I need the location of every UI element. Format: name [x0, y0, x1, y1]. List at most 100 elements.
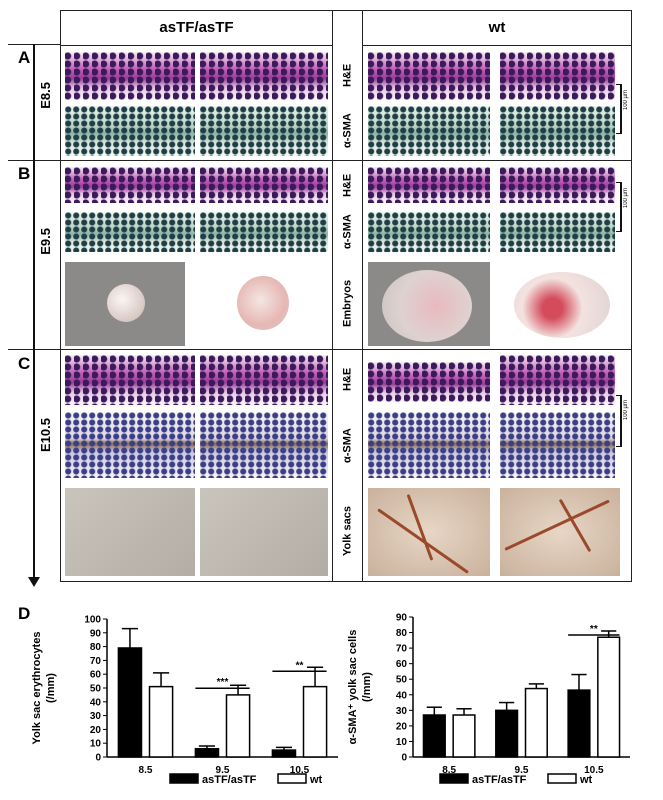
micrograph-sma-wt-e85-1	[368, 106, 490, 156]
micrograph-sma-wt-e85-2	[500, 106, 615, 156]
y-tick-label: 80	[396, 628, 408, 639]
y-tick-label: 0	[95, 753, 101, 764]
embryo-photo-astf-2	[205, 262, 320, 346]
row-label-yolk-sacs: Yolk sacs	[341, 506, 354, 557]
significance-label: **	[590, 624, 598, 635]
micrograph-he-wt-e105-2	[500, 355, 615, 405]
y-tick-label: 20	[90, 725, 102, 736]
row-label-he-a: H&E	[341, 63, 354, 88]
row-label-he-b: H&E	[341, 173, 354, 197]
micrograph-he-wt-e105-1	[368, 362, 490, 402]
micrograph-sma-astf-e105-1	[65, 412, 195, 478]
chart-erythrocytes: 0 10 20 30 40 50 60 70 80 90 100 8.5 9.5 *** 10.5 ** Yol…	[31, 615, 338, 786]
y-tick-label: 50	[90, 684, 102, 695]
bar-asTF-asTF-8.5	[422, 714, 446, 758]
micrograph-sma-astf-e95-1	[65, 212, 195, 252]
x-tick-label: 10.5	[290, 765, 310, 776]
x-tick-label: 9.5	[515, 765, 529, 776]
header-wt: wt	[488, 19, 506, 36]
micrograph-he-wt-e85-2	[500, 52, 615, 100]
stage-e85: E8.5	[38, 82, 53, 109]
bar-asTF-asTF-9.5	[495, 709, 519, 758]
y-tick-label: 70	[396, 644, 408, 655]
micrograph-he-astf-e85-2	[200, 52, 328, 100]
row-label-sma-c: α-SMA	[341, 428, 354, 463]
x-tick-label: 8.5	[442, 765, 456, 776]
bar-wt-10.5	[302, 685, 328, 758]
bar-wt-10.5	[597, 636, 621, 758]
panel-label-d: D	[18, 604, 31, 623]
y-axis-label: (/mm)	[45, 673, 57, 703]
legend-label: wt	[579, 774, 593, 786]
micrograph-sma-astf-e85-2	[200, 106, 328, 156]
legend-label: asTF/asTF	[202, 774, 257, 786]
legend-swatch	[547, 773, 577, 784]
micrograph-he-astf-e105-1	[65, 355, 195, 405]
y-tick-label: 10	[396, 737, 408, 748]
y-axis-label: Yolk sac erythrocytes	[31, 632, 43, 745]
x-tick-label: 10.5	[584, 765, 604, 776]
embryo-photo-wt-1	[368, 262, 490, 346]
y-tick-label: 50	[396, 675, 408, 686]
legend-label: wt	[309, 774, 323, 786]
panel-label-c: C	[18, 354, 31, 373]
row-label-embryos: Embryos	[341, 279, 354, 327]
bar-asTF-asTF-8.5	[117, 647, 143, 758]
bar-wt-8.5	[452, 714, 476, 758]
micrograph-sma-wt-e95-1	[368, 212, 490, 252]
micrograph-he-astf-e105-2	[200, 355, 328, 405]
micrograph-sma-astf-e85-1	[65, 106, 195, 156]
scale-bar-label-c: 100 µm	[623, 400, 629, 421]
chart-sma-cells: 0 10 20 30 40 50 60 70 80 90 8.5 9.5 10.5 ** α-SMA⁺ yo…	[347, 613, 630, 786]
micrograph-sma-wt-e105-2	[500, 412, 615, 478]
scale-bar-b	[616, 182, 622, 232]
y-tick-label: 10	[90, 739, 102, 750]
divider-a-b	[8, 160, 632, 161]
yolk-sac-photo-astf-1	[65, 488, 195, 576]
bar-wt-8.5	[148, 685, 174, 758]
micrograph-he-wt-e95-1	[368, 167, 490, 203]
bar-asTF-asTF-9.5	[194, 747, 220, 758]
y-tick-label: 90	[90, 628, 102, 639]
y-tick-label: 20	[396, 721, 408, 732]
y-tick-label: 60	[90, 670, 102, 681]
micrograph-he-astf-e95-2	[200, 167, 328, 203]
y-axis-label: (/mm)	[361, 672, 373, 702]
yolk-sac-photo-astf-2	[200, 488, 328, 576]
bar-wt-9.5	[225, 694, 251, 758]
legend-swatch	[277, 773, 307, 784]
stage-e105: E10.5	[38, 418, 53, 452]
label-column	[332, 10, 363, 582]
y-tick-label: 30	[90, 711, 102, 722]
yolk-sac-photo-wt-1	[368, 488, 490, 576]
scale-bar-label-b: 100 µm	[623, 188, 629, 209]
y-tick-label: 30	[396, 706, 408, 717]
y-tick-label: 40	[90, 697, 102, 708]
embryo-photo-wt-2	[500, 262, 620, 346]
y-tick-label: 100	[84, 615, 101, 626]
y-tick-label: 90	[396, 613, 408, 624]
micrograph-sma-wt-e95-2	[500, 212, 615, 252]
micrograph-sma-astf-e105-2	[200, 412, 328, 478]
legend-label: asTF/asTF	[472, 774, 527, 786]
scale-bar-a	[616, 84, 622, 134]
divider-b-c	[8, 349, 632, 350]
micrograph-he-wt-e95-2	[500, 167, 615, 203]
time-arrow	[33, 44, 35, 579]
row-label-sma-b: α-SMA	[341, 214, 354, 250]
panel-label-b: B	[18, 164, 31, 183]
panel-label-a: A	[18, 48, 31, 67]
micrograph-sma-astf-e95-2	[200, 212, 328, 252]
x-tick-label: 9.5	[216, 765, 230, 776]
micrograph-sma-wt-e105-1	[368, 412, 490, 478]
y-tick-label: 80	[90, 642, 102, 653]
bar-asTF-asTF-10.5	[271, 749, 297, 758]
bar-asTF-asTF-10.5	[567, 689, 591, 758]
y-tick-label: 0	[401, 753, 407, 764]
micrograph-he-astf-e85-1	[65, 52, 195, 100]
embryo-photo-astf-1	[65, 262, 185, 346]
y-tick-label: 60	[396, 659, 408, 670]
row-label-sma-a: α-SMA	[341, 113, 354, 148]
y-tick-label: 40	[396, 690, 408, 701]
header-cell-right	[362, 10, 632, 46]
